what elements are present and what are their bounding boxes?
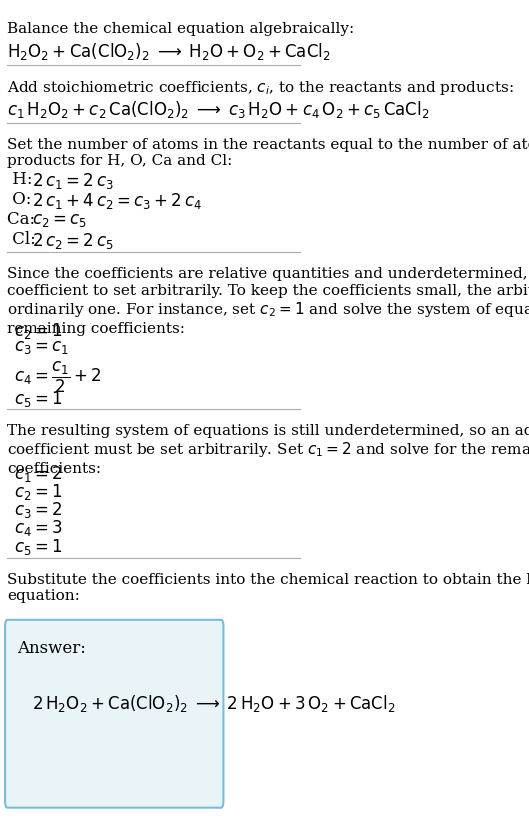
Text: Balance the chemical equation algebraically:: Balance the chemical equation algebraica… — [7, 23, 355, 36]
Text: Answer:: Answer: — [16, 640, 86, 656]
Text: $2\,\mathrm{H_2O_2} + \mathrm{Ca(ClO_2)_2} \;\longrightarrow\; 2\,\mathrm{H_2O} : $2\,\mathrm{H_2O_2} + \mathrm{Ca(ClO_2)_… — [32, 693, 396, 714]
Text: Set the number of atoms in the reactants equal to the number of atoms in the
pro: Set the number of atoms in the reactants… — [7, 138, 529, 168]
FancyBboxPatch shape — [5, 620, 223, 807]
Text: $c_2 = 1$: $c_2 = 1$ — [14, 320, 62, 340]
Text: $c_3 = c_1$: $c_3 = c_1$ — [14, 338, 69, 356]
Text: Add stoichiometric coefficients, $c_i$, to the reactants and products:: Add stoichiometric coefficients, $c_i$, … — [7, 78, 514, 97]
Text: $c_3 = 2$: $c_3 = 2$ — [14, 500, 62, 520]
Text: Ca:: Ca: — [7, 211, 41, 228]
Text: $c_4 = \dfrac{c_1}{2} + 2$: $c_4 = \dfrac{c_1}{2} + 2$ — [14, 359, 102, 394]
Text: O:: O: — [7, 191, 37, 208]
Text: $2\,c_1 = 2\,c_3$: $2\,c_1 = 2\,c_3$ — [32, 171, 114, 191]
Text: $c_2 = c_5$: $c_2 = c_5$ — [32, 211, 87, 229]
Text: The resulting system of equations is still underdetermined, so an additional
coe: The resulting system of equations is sti… — [7, 424, 529, 475]
Text: $c_1\,\mathrm{H_2O_2} + c_2\,\mathrm{Ca(ClO_2)_2} \;\longrightarrow\; c_3\,\math: $c_1\,\mathrm{H_2O_2} + c_2\,\mathrm{Ca(… — [7, 99, 430, 120]
Text: $c_5 = 1$: $c_5 = 1$ — [14, 389, 62, 409]
Text: $c_5 = 1$: $c_5 = 1$ — [14, 537, 62, 557]
Text: $c_4 = 3$: $c_4 = 3$ — [14, 519, 62, 539]
Text: Cl:: Cl: — [7, 231, 41, 248]
Text: H:: H: — [7, 171, 38, 188]
Text: $c_2 = 1$: $c_2 = 1$ — [14, 482, 62, 502]
Text: $2\,c_2 = 2\,c_5$: $2\,c_2 = 2\,c_5$ — [32, 231, 113, 251]
Text: Since the coefficients are relative quantities and underdetermined, choose a
coe: Since the coefficients are relative quan… — [7, 268, 529, 335]
Text: $c_1 = 2$: $c_1 = 2$ — [14, 464, 62, 484]
Text: $\mathrm{H_2O_2 + Ca(ClO_2)_2 \;\longrightarrow\; H_2O + O_2 + CaCl_2}$: $\mathrm{H_2O_2 + Ca(ClO_2)_2 \;\longrig… — [7, 42, 331, 63]
Text: $2\,c_1 + 4\,c_2 = c_3 + 2\,c_4$: $2\,c_1 + 4\,c_2 = c_3 + 2\,c_4$ — [32, 191, 202, 211]
Text: Substitute the coefficients into the chemical reaction to obtain the balanced
eq: Substitute the coefficients into the che… — [7, 573, 529, 604]
